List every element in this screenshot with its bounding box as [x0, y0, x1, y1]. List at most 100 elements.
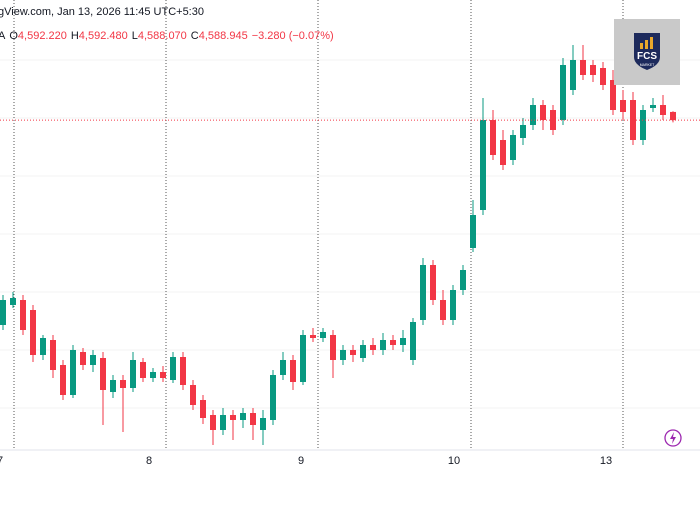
source: gView.com, Jan 13, 2026 11:45 UTC+5:30	[0, 6, 204, 18]
x-tick-label: 8	[146, 455, 152, 467]
candle-body	[370, 345, 376, 350]
legend-item: C4,588.945	[191, 30, 248, 42]
candle-body	[120, 380, 126, 388]
candle-body	[640, 110, 646, 140]
candle-body	[270, 375, 276, 420]
legend-value: 4,592.220	[17, 30, 67, 42]
candle-body	[540, 105, 546, 120]
button-icon	[670, 432, 676, 444]
logo-shield	[634, 33, 660, 70]
candle-body	[460, 270, 466, 290]
candle-body	[530, 105, 536, 125]
candle-body	[50, 340, 56, 370]
candle-body	[260, 418, 266, 430]
candle-body	[660, 105, 666, 115]
candle-body	[470, 215, 476, 248]
candle-body	[60, 365, 66, 395]
candle-body	[40, 338, 46, 355]
candle-body	[410, 322, 416, 360]
logo-bar	[650, 37, 653, 49]
candle-body	[220, 415, 226, 430]
candle-body	[100, 358, 106, 390]
legend-value: 4,592.480	[78, 30, 128, 42]
x-tick-label: 10	[448, 455, 460, 467]
candle-body	[400, 338, 406, 345]
legend-value: 4,588.070	[137, 30, 187, 42]
candle-body	[10, 298, 16, 305]
candle-body	[430, 265, 436, 300]
logo-text: FCS	[637, 51, 657, 62]
candle-body	[380, 340, 386, 350]
candle-body	[30, 310, 36, 355]
candle-body	[290, 360, 296, 382]
legend-key: L	[131, 30, 138, 42]
candle-body	[160, 372, 166, 378]
legend-key: O	[9, 30, 18, 42]
candle-body	[70, 350, 76, 395]
candle-body	[620, 100, 626, 112]
candle-body	[250, 413, 256, 425]
candle-body	[300, 335, 306, 382]
replay-button[interactable]	[664, 429, 682, 447]
legend-prefix: A	[0, 30, 6, 42]
candle-body	[560, 65, 566, 120]
candle-body	[350, 350, 356, 355]
candle-body	[310, 335, 316, 338]
x-tick-label: 13	[600, 455, 612, 467]
logo[interactable]: FCS MARKET	[614, 19, 680, 85]
candle-body	[320, 332, 326, 338]
candle-body	[80, 352, 86, 365]
candle-body	[90, 355, 96, 365]
candle-body	[570, 60, 576, 90]
logo-bar	[645, 40, 648, 49]
candle-body	[600, 68, 606, 85]
button-circle	[664, 429, 682, 447]
candle-body	[130, 360, 136, 388]
candle-body	[150, 372, 156, 378]
candle-body	[520, 125, 526, 138]
candle-body	[170, 357, 176, 380]
candle-body	[240, 413, 246, 420]
candle-body	[190, 385, 196, 405]
candle-body	[610, 80, 616, 110]
candle-body	[650, 105, 656, 108]
candle-body	[440, 300, 446, 320]
legend-item: H4,592.480	[71, 30, 128, 42]
candle-body	[670, 111, 676, 121]
candle-body	[180, 357, 186, 385]
x-tick-label: 9	[298, 455, 304, 467]
ohlc-legend: A O4,592.220 H4,592.480 L4,588.070 C4,588.94…	[0, 30, 338, 42]
candle-body	[490, 120, 496, 155]
logo-bar	[640, 43, 643, 49]
candle-body	[480, 120, 486, 210]
candle-body	[420, 265, 426, 320]
legend-key: C	[190, 30, 199, 42]
candle-body	[280, 360, 286, 375]
candle-body	[200, 400, 206, 418]
candle-body	[140, 362, 146, 378]
legend-value: 4,588.945	[198, 30, 248, 42]
candle-body	[390, 340, 396, 345]
logo-subtext: MARKET	[640, 63, 655, 67]
candle-body	[110, 380, 116, 392]
candle-body	[360, 345, 366, 358]
legend-item: O4,592.220	[9, 30, 67, 42]
candle-body	[210, 415, 216, 430]
candle-body	[450, 290, 456, 320]
candle-body	[330, 335, 336, 360]
legend-change: −3.280 (−0.07%)	[251, 30, 334, 42]
legend-item: L4,588.070	[132, 30, 187, 42]
candle-body	[510, 135, 516, 160]
candle-body	[340, 350, 346, 360]
candle-body	[20, 300, 26, 330]
legend-key: H	[70, 30, 79, 42]
candle-body	[590, 65, 596, 75]
candle-body	[500, 140, 506, 165]
x-tick-label: 7	[0, 455, 3, 467]
source-line: gView.com, Jan 13, 2026 11:45 UTC+5:30	[0, 6, 208, 18]
candle-body	[230, 415, 236, 420]
candle-body	[0, 300, 6, 325]
candle-body	[580, 60, 586, 75]
